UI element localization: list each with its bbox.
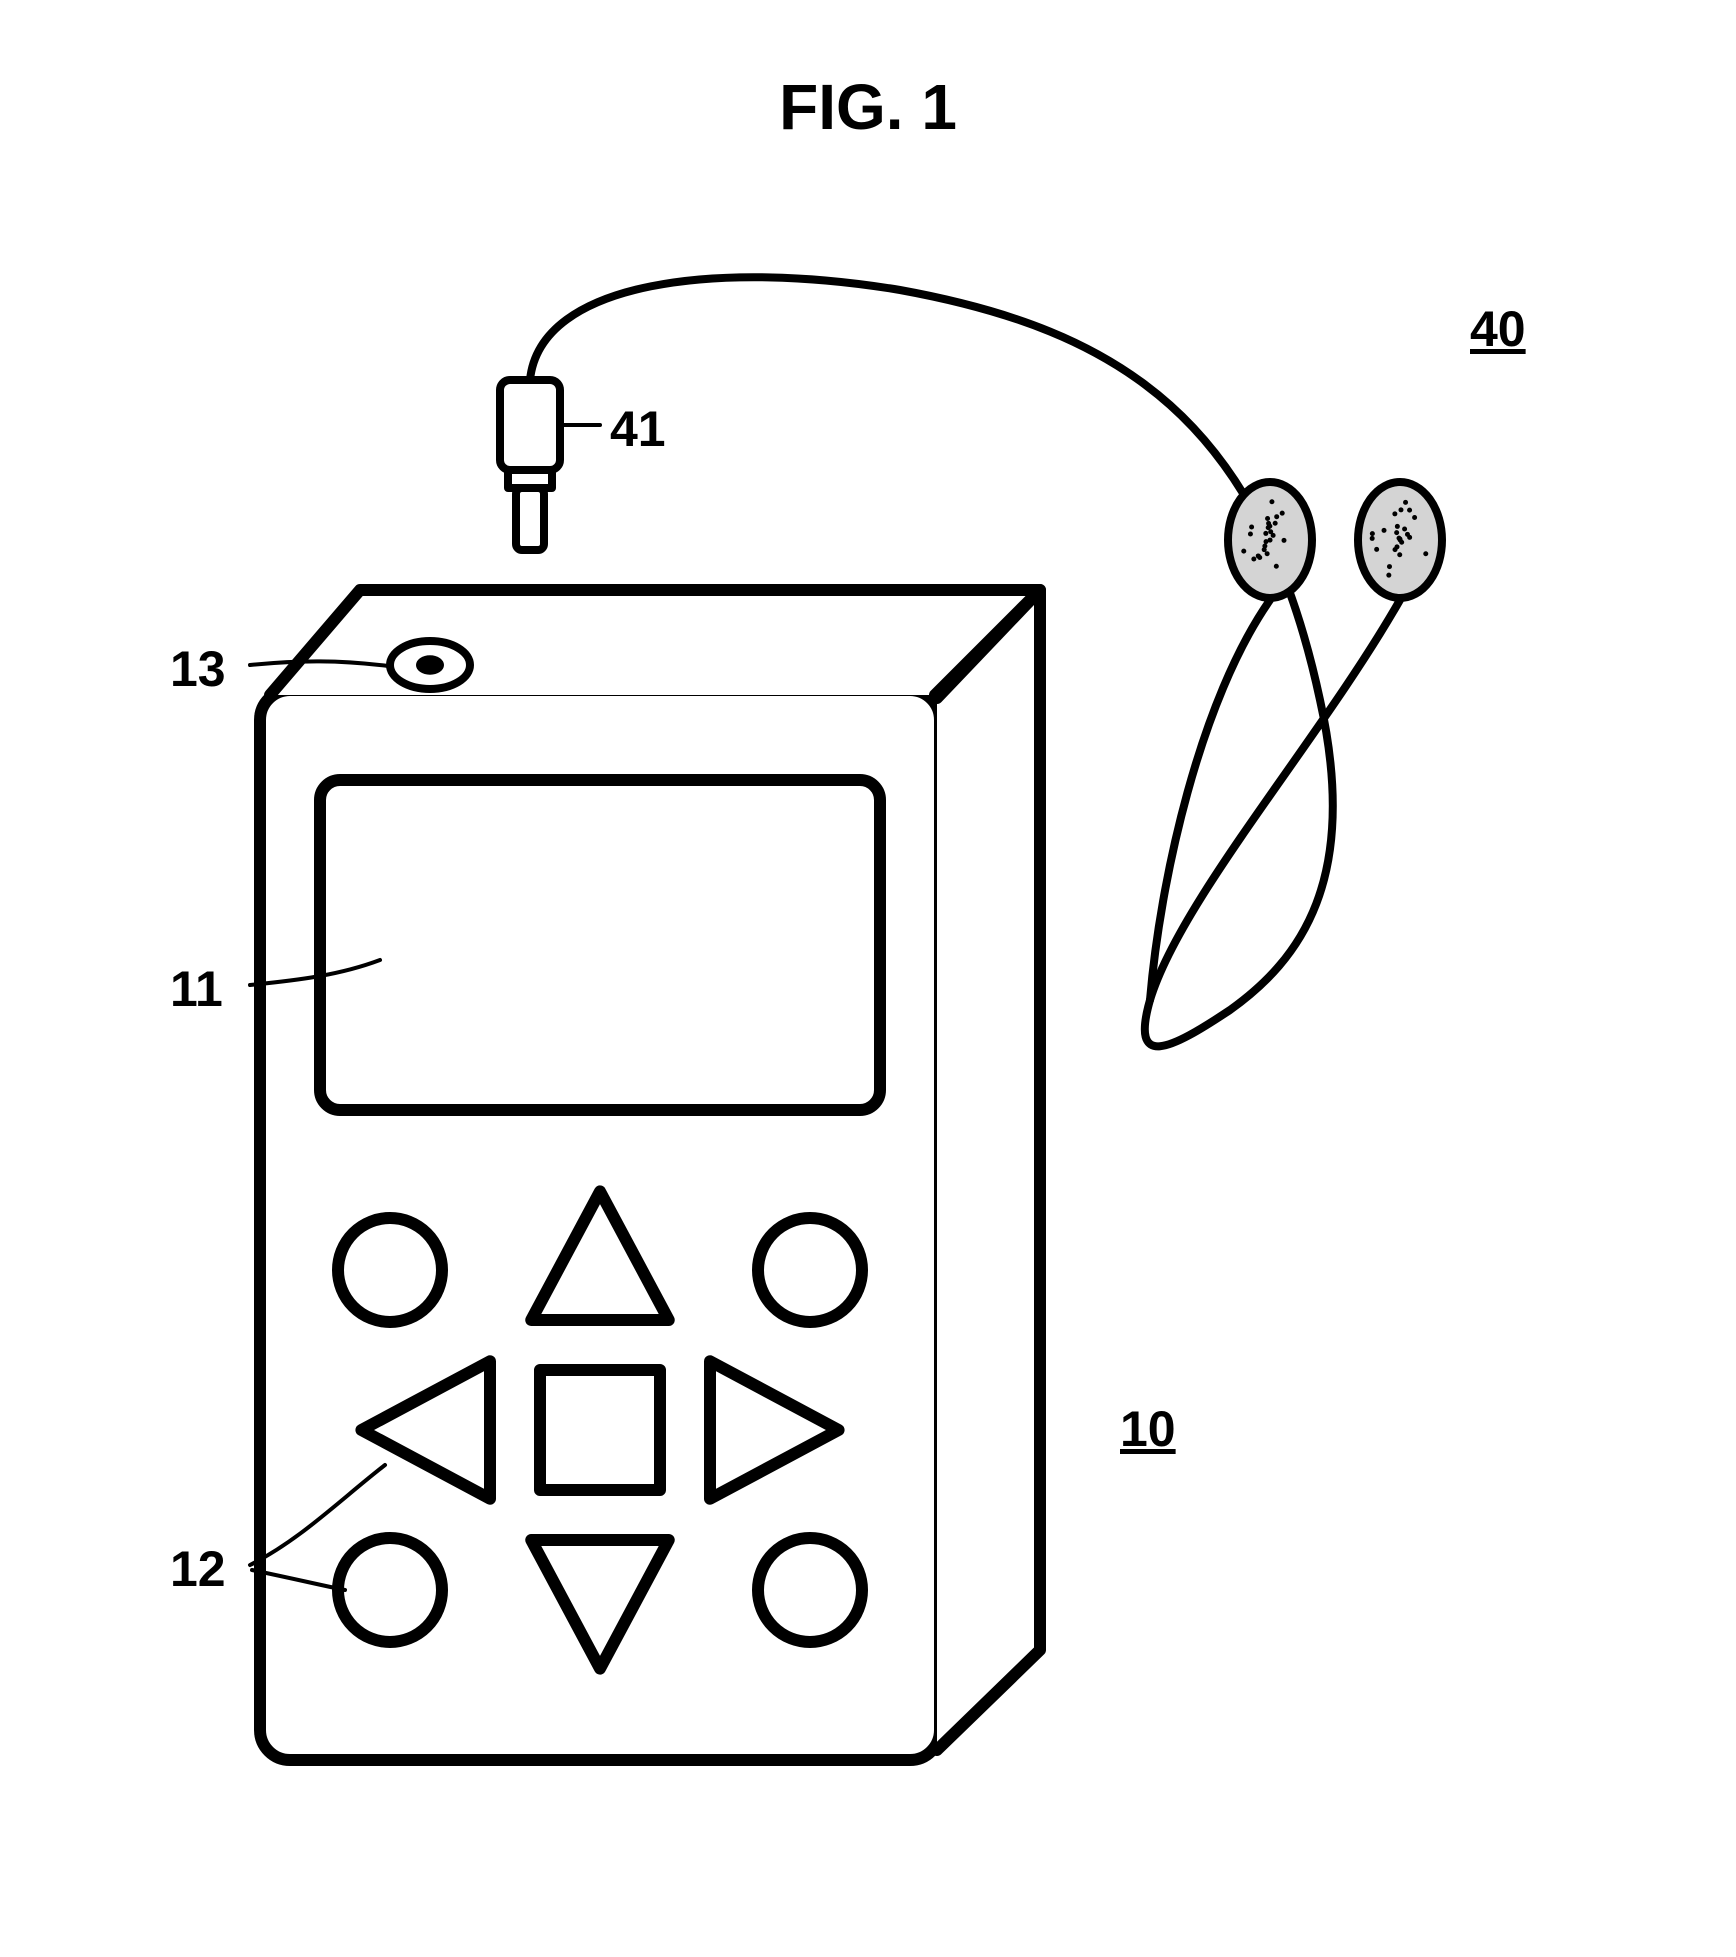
figure-drawing	[0, 0, 1736, 1957]
label-10: 10	[1120, 1400, 1176, 1458]
label-13: 13	[170, 640, 226, 698]
label-12: 12	[170, 1540, 226, 1598]
figure-page: FIG. 1 13 41 11 12 10 40	[0, 0, 1736, 1957]
label-41: 41	[610, 400, 666, 458]
label-40: 40	[1470, 300, 1526, 358]
label-11: 11	[170, 960, 223, 1018]
